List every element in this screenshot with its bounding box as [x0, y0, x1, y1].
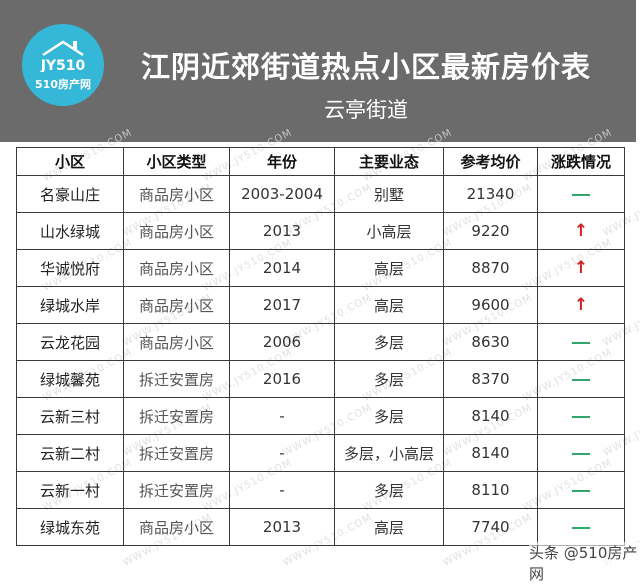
cell-trend — [537, 397, 625, 435]
cell-year: 2013 — [229, 212, 335, 250]
cell-form: 多层 — [334, 471, 444, 509]
cell-type: 拆迁安置房 — [123, 434, 230, 472]
cell-price: 21340 — [443, 175, 538, 213]
cell-year: - — [229, 471, 335, 509]
col-header-year: 年份 — [229, 147, 335, 176]
cell-form: 多层 — [334, 397, 444, 435]
cell-year: 2013 — [229, 508, 335, 546]
cell-year: 2014 — [229, 249, 335, 287]
brand-logo: JY510 510房产网 — [22, 24, 104, 106]
cell-year: 2006 — [229, 323, 335, 361]
col-header-name: 小区 — [16, 147, 124, 176]
cell-price: 8140 — [443, 397, 538, 435]
cell-name: 云新一村 — [16, 471, 124, 509]
cell-type: 拆迁安置房 — [123, 471, 230, 509]
cell-price: 9220 — [443, 212, 538, 250]
arrow-up-icon: ↑ — [573, 258, 589, 278]
flat-dash-icon — [572, 341, 590, 344]
cell-type: 商品房小区 — [123, 286, 230, 324]
flat-dash-icon — [572, 378, 590, 381]
cell-name: 云新二村 — [16, 434, 124, 472]
cell-form: 别墅 — [334, 175, 444, 213]
cell-name: 云龙花园 — [16, 323, 124, 361]
table-row: 华诚悦府 商品房小区 2014 高层 8870 ↑ — [16, 249, 625, 287]
cell-type: 拆迁安置房 — [123, 360, 230, 398]
table-row: 绿城东苑 商品房小区 2013 高层 7740 — [16, 508, 625, 546]
cell-trend: ↑ — [537, 286, 625, 324]
cell-price: 8870 — [443, 249, 538, 287]
table-row: 名豪山庄 商品房小区 2003-2004 别墅 21340 — [16, 175, 625, 213]
table-row: 绿城水岸 商品房小区 2017 高层 9600 ↑ — [16, 286, 625, 324]
cell-form: 高层 — [334, 508, 444, 546]
col-header-trend: 涨跌情况 — [537, 147, 625, 176]
cell-name: 华诚悦府 — [16, 249, 124, 287]
cell-trend — [537, 471, 625, 509]
cell-form: 高层 — [334, 249, 444, 287]
cell-trend — [537, 434, 625, 472]
table-header-row: 小区 小区类型 年份 主要业态 参考均价 涨跌情况 — [16, 147, 625, 176]
page-subtitle: 云亭街道 — [324, 98, 408, 122]
cell-name: 云新三村 — [16, 397, 124, 435]
cell-price: 8140 — [443, 434, 538, 472]
cell-form: 多层 — [334, 323, 444, 361]
cell-type: 商品房小区 — [123, 323, 230, 361]
cell-form: 小高层 — [334, 212, 444, 250]
header-banner: JY510 510房产网 江阴近郊街道热点小区最新房价表 云亭街道 — [0, 0, 636, 142]
house-icon: JY510 — [40, 40, 86, 72]
cell-form: 多层，小高层 — [334, 434, 444, 472]
flat-dash-icon — [572, 526, 590, 529]
cell-type: 商品房小区 — [123, 249, 230, 287]
table-row: 云新三村 拆迁安置房 - 多层 8140 — [16, 397, 625, 435]
col-header-form: 主要业态 — [334, 147, 444, 176]
cell-type: 拆迁安置房 — [123, 397, 230, 435]
cell-type: 商品房小区 — [123, 175, 230, 213]
cell-price: 9600 — [443, 286, 538, 324]
price-table: 小区 小区类型 年份 主要业态 参考均价 涨跌情况 名豪山庄 商品房小区 2003-… — [16, 147, 625, 546]
cell-name: 绿城馨苑 — [16, 360, 124, 398]
table-row: 山水绿城 商品房小区 2013 小高层 9220 ↑ — [16, 212, 625, 250]
cell-year: 2003-2004 — [229, 175, 335, 213]
table-row: 云龙花园 商品房小区 2006 多层 8630 — [16, 323, 625, 361]
cell-year: 2017 — [229, 286, 335, 324]
flat-dash-icon — [572, 452, 590, 455]
cell-form: 多层 — [334, 360, 444, 398]
arrow-up-icon: ↑ — [573, 221, 589, 241]
cell-form: 高层 — [334, 286, 444, 324]
col-header-price: 参考均价 — [443, 147, 538, 176]
page-title: 江阴近郊街道热点小区最新房价表 — [140, 50, 591, 84]
cell-price: 8110 — [443, 471, 538, 509]
cell-trend: ↑ — [537, 249, 625, 287]
cell-name: 绿城水岸 — [16, 286, 124, 324]
cell-price: 8630 — [443, 323, 538, 361]
cell-trend — [537, 508, 625, 546]
cell-name: 山水绿城 — [16, 212, 124, 250]
col-header-type: 小区类型 — [123, 147, 230, 176]
cell-name: 绿城东苑 — [16, 508, 124, 546]
footer-credit: 头条 @510房产网 — [529, 542, 640, 584]
cell-trend: ↑ — [537, 212, 625, 250]
cell-type: 商品房小区 — [123, 508, 230, 546]
cell-price: 7740 — [443, 508, 538, 546]
cell-price: 8370 — [443, 360, 538, 398]
table-row: 绿城馨苑 拆迁安置房 2016 多层 8370 — [16, 360, 625, 398]
svg-text:JY510: JY510 — [40, 58, 86, 72]
table-row: 云新一村 拆迁安置房 - 多层 8110 — [16, 471, 625, 509]
cell-trend — [537, 360, 625, 398]
arrow-up-icon: ↑ — [573, 295, 589, 315]
brand-name: 510房产网 — [35, 78, 91, 91]
cell-year: 2016 — [229, 360, 335, 398]
cell-trend — [537, 175, 625, 213]
cell-year: - — [229, 397, 335, 435]
flat-dash-icon — [572, 193, 590, 196]
flat-dash-icon — [572, 489, 590, 492]
cell-name: 名豪山庄 — [16, 175, 124, 213]
flat-dash-icon — [572, 415, 590, 418]
table-row: 云新二村 拆迁安置房 - 多层，小高层 8140 — [16, 434, 625, 472]
cell-trend — [537, 323, 625, 361]
cell-year: - — [229, 434, 335, 472]
cell-type: 商品房小区 — [123, 212, 230, 250]
